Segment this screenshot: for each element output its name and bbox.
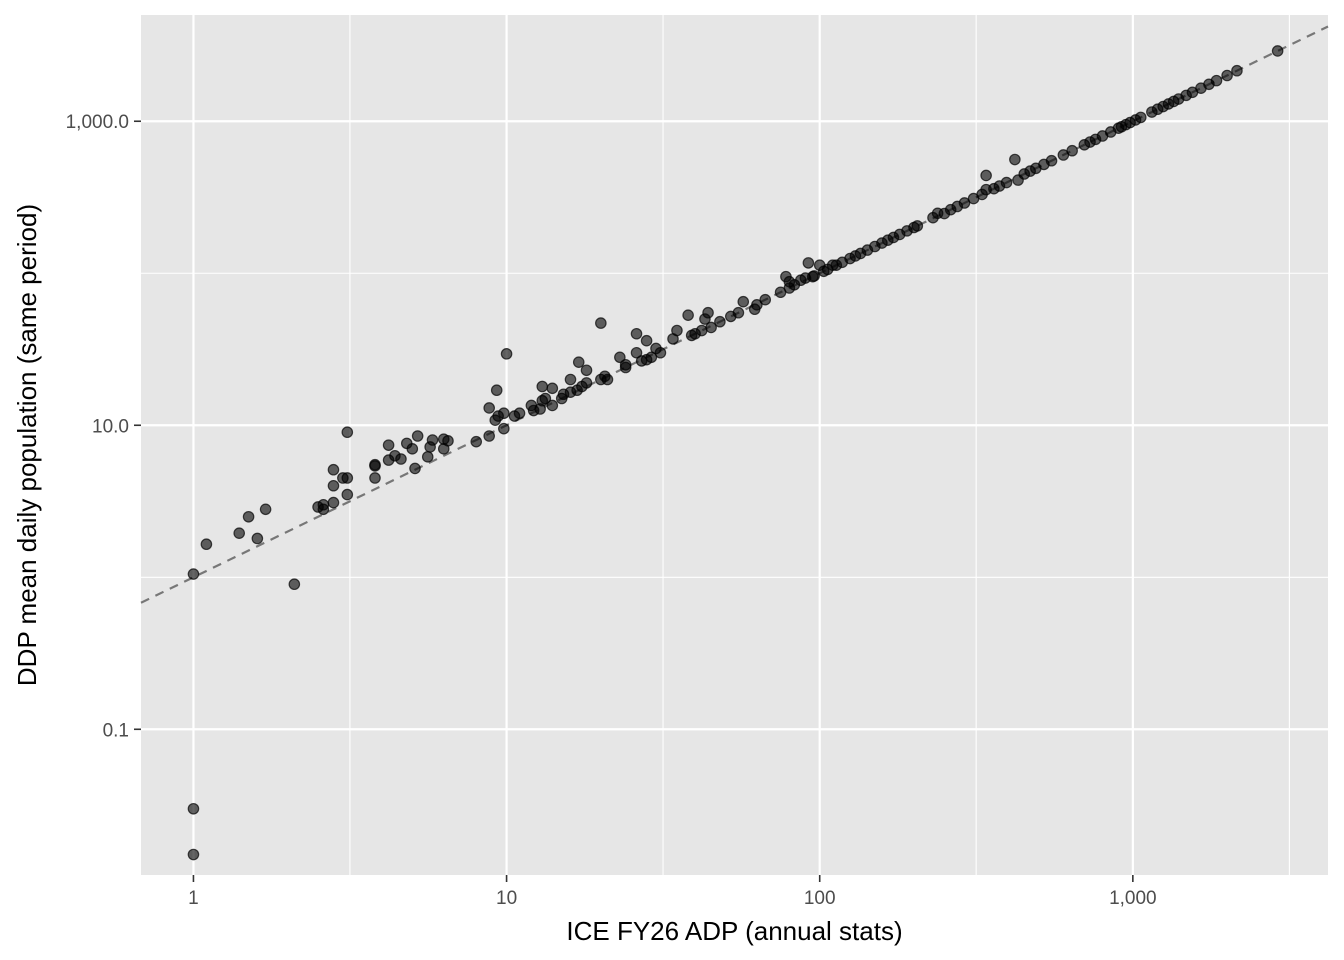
data-point — [259, 503, 272, 516]
data-point — [470, 435, 483, 448]
data-point — [1009, 153, 1021, 166]
data-point — [645, 351, 658, 364]
data-point — [802, 257, 815, 269]
data-point — [654, 346, 667, 359]
data-points — [187, 45, 1284, 861]
data-point — [341, 488, 354, 501]
data-point — [242, 510, 255, 523]
x-axis-title: ICE FY26 ADP (annual stats) — [566, 916, 902, 946]
data-point — [671, 324, 683, 337]
y-tick-label: 10.0 — [92, 416, 129, 437]
data-point — [714, 315, 726, 328]
data-point — [640, 334, 653, 347]
data-point — [751, 299, 763, 311]
x-tick-label: 100 — [804, 888, 836, 909]
y-axis-title: DDP mean daily population (same period) — [12, 204, 42, 686]
data-point — [251, 532, 264, 545]
data-point — [327, 496, 340, 509]
x-tick-label: 1,000 — [1109, 888, 1157, 909]
y-tick-label: 0.1 — [103, 720, 129, 741]
data-point — [595, 317, 607, 329]
data-point — [187, 568, 200, 580]
data-point — [513, 407, 526, 420]
data-point — [187, 802, 200, 815]
data-point — [382, 439, 395, 451]
data-point — [732, 306, 745, 319]
data-point — [1000, 176, 1013, 189]
data-point — [682, 309, 694, 321]
data-point — [759, 293, 772, 306]
data-point — [327, 463, 340, 476]
data-point — [572, 356, 585, 368]
data-point — [406, 443, 419, 455]
data-point — [411, 430, 424, 442]
data-point — [958, 197, 971, 209]
data-point — [1066, 144, 1078, 157]
data-point — [187, 848, 200, 861]
data-point — [483, 430, 495, 442]
data-point — [483, 402, 495, 414]
data-point — [737, 295, 750, 308]
data-point — [421, 451, 434, 463]
x-tick-label: 1 — [188, 888, 199, 909]
x-axis: 1 10 100 1,000 — [188, 875, 1157, 909]
data-point — [341, 426, 354, 439]
data-point — [564, 373, 577, 386]
data-point — [619, 358, 632, 371]
data-point — [630, 346, 643, 359]
data-point — [580, 364, 593, 377]
data-point — [1221, 69, 1233, 82]
data-point — [911, 220, 924, 232]
data-point — [546, 382, 559, 395]
data-point — [630, 327, 643, 340]
data-point — [980, 169, 992, 182]
data-point — [500, 348, 513, 360]
data-point — [705, 321, 717, 334]
y-tick-label: 1,000.0 — [66, 112, 129, 133]
data-point — [808, 270, 820, 282]
data-point — [580, 377, 593, 389]
data-point — [442, 435, 454, 447]
data-point — [490, 384, 503, 397]
data-point — [369, 472, 381, 484]
x-tick-label: 10 — [496, 888, 517, 909]
data-point — [546, 399, 559, 412]
data-point — [200, 538, 213, 551]
data-point — [426, 434, 439, 446]
data-point — [1210, 74, 1223, 87]
data-point — [536, 380, 549, 393]
data-point — [395, 453, 407, 465]
data-point — [498, 422, 510, 435]
plot-panel — [141, 15, 1328, 875]
data-point — [702, 306, 714, 319]
data-point — [288, 578, 301, 591]
data-point — [1231, 64, 1243, 77]
data-point — [601, 373, 614, 386]
data-point — [369, 458, 381, 471]
y-axis: 0.1 10.0 1,000.0 — [66, 112, 141, 741]
data-point — [317, 498, 330, 511]
data-point — [1045, 154, 1058, 167]
data-point — [498, 407, 510, 420]
data-point — [341, 472, 354, 484]
data-point — [233, 527, 246, 539]
data-point — [327, 479, 340, 492]
data-point — [409, 462, 421, 475]
data-point — [614, 351, 626, 364]
data-point — [539, 392, 552, 405]
data-point — [1134, 111, 1147, 124]
data-point — [1271, 45, 1284, 57]
